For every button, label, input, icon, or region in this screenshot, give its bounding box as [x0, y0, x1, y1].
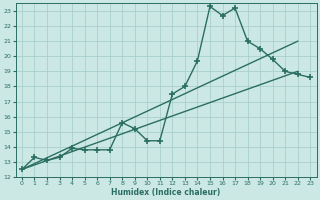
X-axis label: Humidex (Indice chaleur): Humidex (Indice chaleur) — [111, 188, 221, 197]
